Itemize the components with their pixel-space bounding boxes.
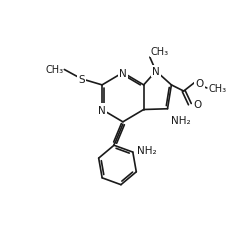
Text: O: O (193, 100, 201, 110)
Text: CH₃: CH₃ (151, 47, 169, 57)
Text: S: S (78, 74, 85, 84)
Text: CH₃: CH₃ (208, 84, 227, 94)
Text: CH₃: CH₃ (45, 65, 64, 75)
Text: N: N (152, 67, 160, 77)
Text: N: N (119, 68, 127, 78)
Text: NH₂: NH₂ (171, 115, 191, 125)
Text: NH₂: NH₂ (137, 145, 156, 155)
Text: O: O (195, 79, 203, 89)
Text: N: N (98, 105, 106, 115)
